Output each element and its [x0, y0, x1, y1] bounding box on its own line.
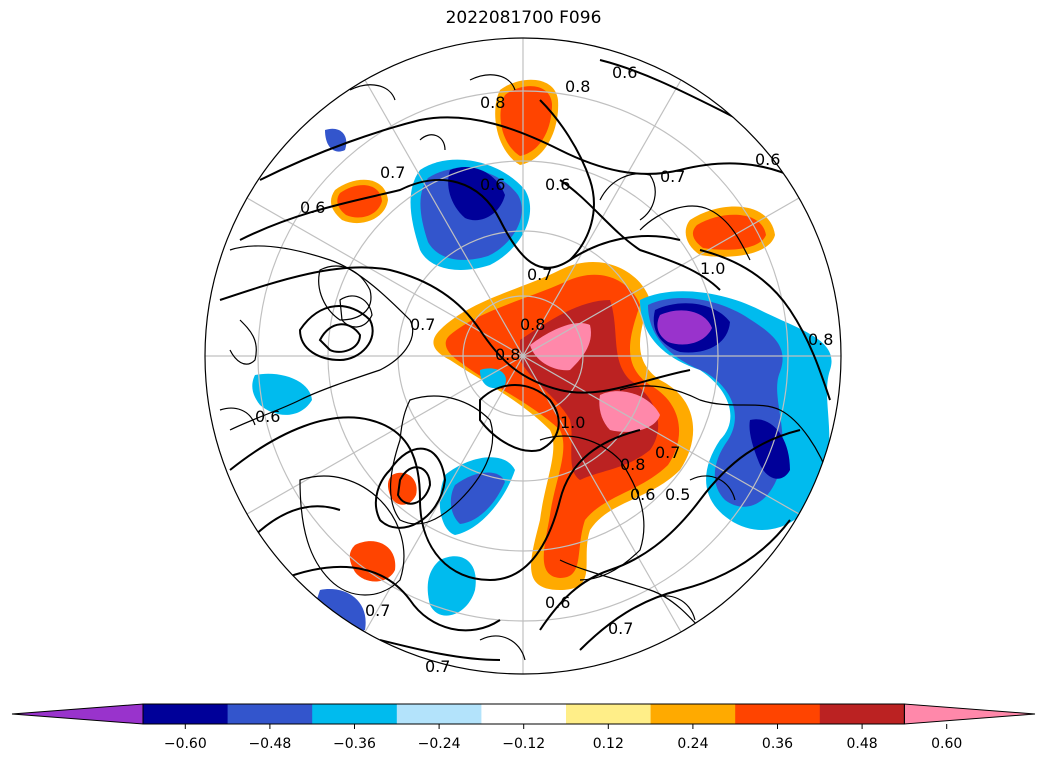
contour-label: 0.8 [565, 77, 590, 96]
contour-label: 0.7 [425, 657, 450, 676]
colorbar-segment [735, 704, 821, 724]
colorbar-segment [481, 704, 567, 724]
contour-label: 0.7 [660, 167, 685, 186]
colorbar-tick-label: 0.60 [931, 736, 962, 752]
contour-lines [219, 59, 831, 661]
colorbar-tick-label: −0.36 [333, 736, 376, 752]
contour-label: 0.7 [527, 265, 552, 284]
colorbar-segment [396, 704, 482, 724]
contour-label: 0.7 [380, 163, 405, 182]
map-title: 2022081700 F096 [445, 8, 602, 28]
anomaly-shading [252, 79, 832, 634]
contour-label: 0.7 [365, 601, 390, 620]
colorbar-tick-label: −0.24 [418, 736, 461, 752]
coastlines [219, 74, 831, 661]
colorbar-tick-label: 0.24 [677, 736, 708, 752]
colorbar-segment [143, 704, 229, 724]
contour-label: 0.8 [495, 345, 520, 364]
contour-label: 0.8 [480, 93, 505, 112]
colorbar-segment [227, 704, 313, 724]
contour-label: 0.6 [612, 63, 637, 82]
contour-labels: 0.8 0.6 0.7 0.8 0.6 0.7 0.6 0.6 0.6 0.7 … [255, 63, 833, 676]
colorbar-segment [819, 704, 905, 724]
contour-label: 0.6 [545, 175, 570, 194]
contour-label: 0.8 [620, 455, 645, 474]
colorbar-tick-label: −0.12 [502, 736, 545, 752]
contour-label: 0.6 [300, 198, 325, 217]
colorbar-segment [312, 704, 398, 724]
colorbar-tick-label: 0.36 [762, 736, 793, 752]
contour-label: 1.0 [560, 413, 585, 432]
contour-label: 0.6 [545, 593, 570, 612]
colorbar-tick-label: 0.12 [593, 736, 624, 752]
colorbar-tick-label: 0.48 [847, 736, 878, 752]
colorbar-segment [650, 704, 736, 724]
polar-map: 0.8 0.6 0.7 0.8 0.6 0.7 0.6 0.6 0.6 0.7 … [204, 37, 842, 676]
colorbar-tick-label: −0.48 [248, 736, 291, 752]
contour-label: 0.7 [655, 443, 680, 462]
colorbar-extend-low [11, 703, 144, 725]
colorbar: −0.60 −0.48 −0.36 −0.24 −0.12 0.12 0.24 0.36 0.4… [11, 703, 1036, 752]
contour-label: 1.0 [700, 259, 725, 278]
contour-label: 0.8 [520, 315, 545, 334]
contour-label: 0.6 [755, 150, 780, 169]
colorbar-segment [566, 704, 652, 724]
contour-label: 0.7 [608, 619, 633, 638]
contour-label: 0.6 [630, 485, 655, 504]
contour-label: 0.6 [255, 407, 280, 426]
contour-label: 0.8 [808, 330, 833, 349]
colorbar-tick-label: −0.60 [164, 736, 207, 752]
map-boundary [204, 37, 842, 675]
contour-label: 0.5 [665, 485, 690, 504]
contour-label: 0.6 [480, 175, 505, 194]
colorbar-extend-high [903, 703, 1036, 725]
contour-label: 0.7 [410, 315, 435, 334]
